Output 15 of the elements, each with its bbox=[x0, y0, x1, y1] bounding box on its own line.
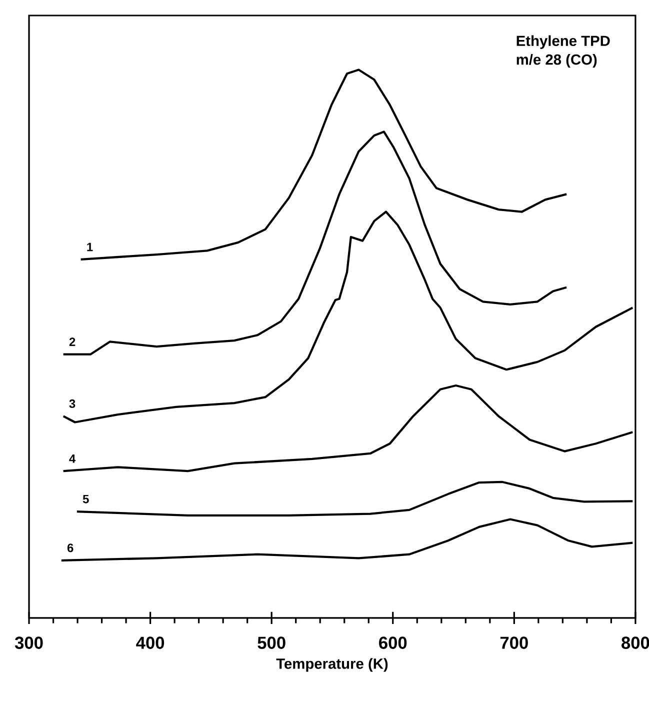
x-tick-label: 600 bbox=[378, 636, 406, 649]
series-label: 2 bbox=[69, 338, 75, 346]
x-tick-label: 700 bbox=[500, 636, 528, 649]
series-label: 1 bbox=[86, 242, 93, 252]
series-label: 3 bbox=[69, 399, 75, 408]
x-tick-label: 300 bbox=[14, 636, 43, 649]
series-label: 6 bbox=[67, 544, 74, 552]
x-axis-title: Temperature (K) bbox=[276, 658, 388, 672]
chart-subtitle: m/e 28 (CO) bbox=[516, 54, 596, 68]
x-tick-label: 400 bbox=[136, 636, 164, 649]
chart-title: Ethylene TPD bbox=[516, 35, 610, 49]
series-label: 4 bbox=[68, 454, 76, 463]
series-label: 5 bbox=[82, 494, 89, 504]
x-tick-label: 800 bbox=[621, 636, 649, 649]
x-tick-label: 500 bbox=[257, 636, 286, 649]
